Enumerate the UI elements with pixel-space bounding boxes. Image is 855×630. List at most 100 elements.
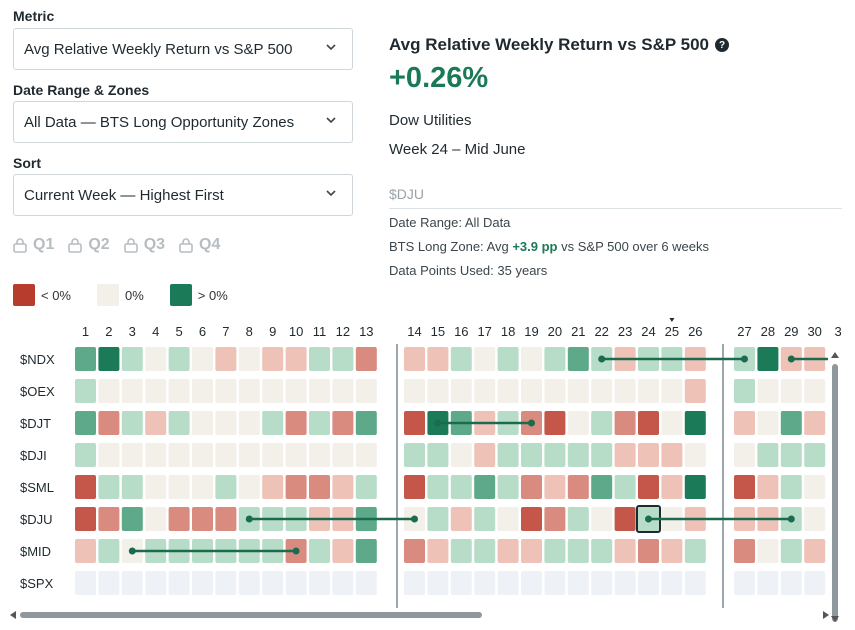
heatmap-cell[interactable] (567, 539, 589, 563)
heatmap-cell[interactable] (168, 411, 190, 435)
heatmap-cell[interactable] (521, 347, 542, 371)
heatmap-cell[interactable] (309, 443, 330, 467)
heatmap-cell[interactable] (98, 379, 120, 403)
heatmap-cell[interactable] (450, 507, 472, 531)
heatmap-cell[interactable] (474, 539, 496, 563)
heatmap-cell[interactable] (427, 571, 449, 595)
heatmap-cell[interactable] (804, 475, 826, 499)
heatmap-cell[interactable] (684, 443, 706, 467)
heatmap-cell[interactable] (262, 443, 284, 467)
heatmap-cell[interactable] (638, 571, 659, 595)
heatmap-cell[interactable] (404, 379, 425, 403)
heatmap-cell[interactable] (215, 411, 237, 435)
heatmap-cell[interactable] (780, 411, 802, 435)
heatmap-cell[interactable] (450, 347, 472, 371)
heatmap-cell[interactable] (544, 571, 566, 595)
heatmap-cell[interactable] (684, 379, 706, 403)
heatmap-cell[interactable] (661, 443, 683, 467)
heatmap-cell[interactable] (238, 347, 260, 371)
heatmap-cell[interactable] (75, 411, 96, 435)
heatmap-cell[interactable] (474, 379, 496, 403)
heatmap-cell[interactable] (804, 379, 826, 403)
heatmap-cell[interactable] (427, 443, 449, 467)
heatmap-cell[interactable] (427, 539, 449, 563)
heatmap-cell[interactable] (614, 475, 636, 499)
heatmap-cell[interactable] (121, 411, 143, 435)
heatmap-cell[interactable] (684, 411, 706, 435)
heatmap-cell[interactable] (497, 379, 519, 403)
heatmap-cell[interactable] (591, 507, 613, 531)
heatmap-cell[interactable] (591, 475, 613, 499)
heatmap-cell[interactable] (734, 571, 755, 595)
heatmap-cell[interactable] (192, 507, 213, 531)
heatmap-cell[interactable] (544, 507, 566, 531)
heatmap-cell[interactable] (591, 379, 613, 403)
heatmap-cell[interactable] (614, 539, 636, 563)
heatmap-cell[interactable] (450, 539, 472, 563)
quarter-q1[interactable]: Q1 (13, 236, 54, 254)
heatmap-cell[interactable] (309, 539, 330, 563)
heatmap-cell[interactable] (638, 411, 659, 435)
heatmap-cell[interactable] (497, 507, 519, 531)
heatmap-cell[interactable] (145, 507, 167, 531)
scroll-down-icon[interactable] (831, 616, 839, 622)
heatmap-cell[interactable] (780, 571, 802, 595)
heatmap-cell[interactable] (497, 347, 519, 371)
heatmap-cell[interactable] (404, 347, 425, 371)
heatmap-cell[interactable] (521, 475, 542, 499)
heatmap-cell[interactable] (332, 539, 354, 563)
heatmap-cell[interactable] (262, 475, 284, 499)
heatmap-cell[interactable] (98, 507, 120, 531)
heatmap-cell[interactable] (355, 571, 377, 595)
heatmap-cell[interactable] (521, 443, 542, 467)
vertical-scrollbar-thumb[interactable] (832, 364, 838, 622)
heatmap-cell[interactable] (332, 475, 354, 499)
heatmap-cell[interactable] (757, 571, 779, 595)
heatmap-cell[interactable] (309, 347, 330, 371)
heatmap-cell[interactable] (75, 443, 96, 467)
heatmap-cell[interactable] (215, 443, 237, 467)
heatmap-cell[interactable] (497, 571, 519, 595)
scroll-right-icon[interactable] (823, 611, 829, 619)
heatmap-cell[interactable] (591, 571, 613, 595)
heatmap-cell[interactable] (734, 443, 755, 467)
heatmap-cell[interactable] (474, 475, 496, 499)
heatmap-cell[interactable] (497, 443, 519, 467)
heatmap-cell[interactable] (614, 379, 636, 403)
heatmap-cell[interactable] (355, 539, 377, 563)
heatmap-cell[interactable] (145, 347, 167, 371)
heatmap-cell[interactable] (544, 475, 566, 499)
heatmap-cell[interactable] (567, 571, 589, 595)
heatmap-cell[interactable] (192, 571, 213, 595)
heatmap-cell[interactable] (238, 475, 260, 499)
heatmap-cell[interactable] (638, 443, 659, 467)
heatmap-cell[interactable] (544, 411, 566, 435)
heatmap-cell[interactable] (661, 411, 683, 435)
heatmap-cell[interactable] (98, 347, 120, 371)
heatmap-cell[interactable] (75, 507, 96, 531)
heatmap-cell[interactable] (804, 443, 826, 467)
heatmap-cell[interactable] (121, 571, 143, 595)
heatmap-cell[interactable] (145, 379, 167, 403)
heatmap-cell[interactable] (757, 411, 779, 435)
heatmap-cell[interactable] (75, 347, 96, 371)
heatmap-cell[interactable] (192, 443, 213, 467)
heatmap-cell[interactable] (567, 411, 589, 435)
heatmap-cell[interactable] (192, 411, 213, 435)
heatmap-cell[interactable] (355, 411, 377, 435)
heatmap-cell[interactable] (544, 539, 566, 563)
heatmap-cell[interactable] (192, 347, 213, 371)
heatmap-cell[interactable] (355, 379, 377, 403)
help-icon[interactable]: ? (715, 38, 730, 52)
heatmap-cell[interactable] (804, 571, 826, 595)
heatmap-cell[interactable] (661, 539, 683, 563)
heatmap-cell[interactable] (332, 411, 354, 435)
heatmap-cell[interactable] (567, 475, 589, 499)
heatmap-cell[interactable] (215, 571, 237, 595)
heatmap-cell[interactable] (780, 443, 802, 467)
heatmap-cell[interactable] (614, 571, 636, 595)
heatmap-cell[interactable] (661, 475, 683, 499)
heatmap-cell[interactable] (75, 539, 96, 563)
heatmap-cell[interactable] (332, 347, 354, 371)
heatmap-cell[interactable] (355, 475, 377, 499)
